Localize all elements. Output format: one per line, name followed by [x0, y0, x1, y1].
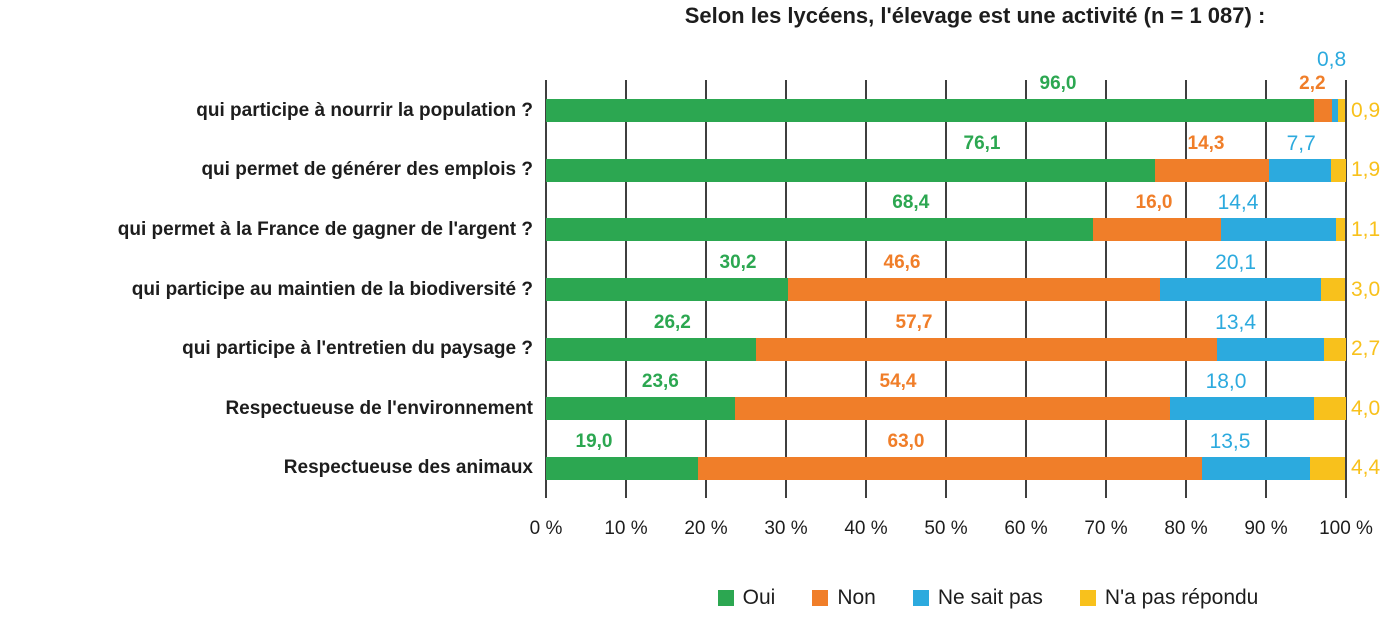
bar-segment-non [755, 337, 1218, 361]
value-label-n-a-pas-r-pondu: 4,4 [1351, 456, 1381, 480]
chart-title: Selon les lycéens, l'élevage est une act… [684, 3, 1266, 28]
bar-segment-n-a-pas-r-pondu [1310, 456, 1346, 480]
value-label-non: 2,2 [1299, 73, 1326, 95]
legend-item-ne-sait-pas: Ne sait pas [912, 586, 1043, 610]
legend-label-oui: Oui [742, 586, 776, 609]
bar-segment-ne-sait-pas [1217, 337, 1325, 361]
legend-swatch-ne-sait-pas [912, 590, 929, 606]
x-axis-tick-label: 40 % [844, 518, 888, 539]
value-label-ne-sait-pas: 0,8 [1316, 48, 1347, 72]
value-label-n-a-pas-r-pondu: 1,1 [1351, 217, 1381, 241]
value-label-ne-sait-pas: 20,1 [1215, 251, 1257, 274]
bar-segment-oui [546, 158, 1155, 182]
value-label-oui: 76,1 [963, 132, 1001, 154]
value-label-ne-sait-pas: 13,4 [1215, 310, 1257, 334]
bar-segment-oui [546, 456, 698, 480]
category-label: qui participe à nourrir la population ? [196, 99, 533, 121]
value-label-non: 54,4 [879, 371, 917, 393]
x-axis-tick-label: 90 % [1244, 518, 1288, 539]
gridline-10 [1345, 80, 1347, 498]
bar-segment-ne-sait-pas [1202, 456, 1310, 480]
bar-segment-n-a-pas-r-pondu [1324, 337, 1346, 361]
bar-segment-n-a-pas-r-pondu [1314, 397, 1346, 421]
legend-item-non: Non [812, 586, 876, 610]
bar-segment-oui [546, 278, 788, 301]
x-axis-tick-label: 50 % [924, 518, 968, 539]
bar-segment-non [1093, 218, 1222, 242]
category-label: qui permet à la France de gagner de l'ar… [117, 218, 533, 240]
bar-segment-n-a-pas-r-pondu [1330, 158, 1346, 182]
value-label-oui: 30,2 [719, 252, 757, 273]
x-axis-tick-label: 60 % [1004, 518, 1048, 539]
bar-segment-non [1154, 158, 1270, 182]
legend-item-oui: Oui [717, 586, 776, 610]
bar-segment-oui [546, 337, 756, 361]
x-axis-tick-label: 20 % [684, 518, 728, 539]
bar-segment-n-a-pas-r-pondu [1338, 99, 1346, 123]
x-axis-tick-label: 100 % [1319, 518, 1373, 539]
bar-segment-oui [546, 218, 1094, 242]
value-label-oui: 23,6 [641, 371, 679, 393]
bar-segment-non [787, 278, 1161, 301]
value-label-n-a-pas-r-pondu: 3,0 [1351, 277, 1381, 301]
value-label-ne-sait-pas: 7,7 [1286, 131, 1316, 155]
category-label: qui participe à l'entretien du paysage ? [182, 338, 533, 360]
value-label-n-a-pas-r-pondu: 4,0 [1351, 396, 1381, 420]
value-label-oui: 96,0 [1039, 73, 1077, 95]
x-axis-tick-label: 70 % [1084, 518, 1128, 539]
legend-label-ne-sait-pas: Ne sait pas [937, 586, 1043, 609]
x-axis-tick-label: 30 % [764, 518, 808, 539]
value-label-non: 16,0 [1135, 192, 1173, 214]
category-label: qui participe au maintien de la biodiver… [131, 278, 533, 300]
value-label-oui: 68,4 [892, 192, 930, 214]
value-label-ne-sait-pas: 14,4 [1217, 191, 1259, 215]
value-label-n-a-pas-r-pondu: 1,9 [1351, 158, 1381, 182]
bar-segment-ne-sait-pas [1331, 99, 1338, 123]
legend-label-na-pas-repondu: N'a pas répondu [1104, 586, 1259, 609]
bar-segment-non [698, 456, 1202, 480]
legend-swatch-non [812, 590, 829, 606]
bar-segment-ne-sait-pas [1221, 218, 1337, 242]
value-label-n-a-pas-r-pondu: 0,9 [1351, 98, 1381, 122]
bar-segment-ne-sait-pas [1170, 397, 1314, 421]
value-label-non: 14,3 [1187, 132, 1225, 154]
value-label-non: 46,6 [883, 252, 921, 273]
bar-segment-non [1314, 99, 1332, 123]
category-label: Respectueuse de l'environnement [225, 397, 533, 419]
bar-segment-ne-sait-pas [1269, 158, 1331, 182]
bar-segment-n-a-pas-r-pondu [1321, 278, 1346, 301]
category-label: qui permet de générer des emplois ? [201, 159, 533, 181]
x-axis-tick-label: 80 % [1164, 518, 1208, 539]
legend-swatch-oui [717, 590, 734, 606]
value-label-non: 63,0 [887, 430, 925, 452]
x-axis-tick-label: 0 % [529, 518, 563, 539]
value-label-ne-sait-pas: 18,0 [1205, 370, 1247, 394]
value-label-ne-sait-pas: 13,5 [1209, 429, 1251, 453]
category-label: Respectueuse des animaux [283, 457, 533, 479]
value-label-n-a-pas-r-pondu: 2,7 [1351, 337, 1381, 361]
value-label-oui: 19,0 [575, 430, 613, 452]
bar-segment-non [734, 397, 1170, 421]
x-axis-tick-label: 10 % [604, 518, 648, 539]
legend-item-na-pas-repondu: N'a pas répondu [1079, 586, 1259, 610]
bar-segment-oui [546, 397, 735, 421]
bar-segment-oui [546, 99, 1314, 123]
legend-swatch-na-pas-repondu [1079, 590, 1096, 606]
value-label-oui: 26,2 [653, 311, 691, 333]
value-label-non: 57,7 [895, 311, 933, 333]
bar-segment-n-a-pas-r-pondu [1336, 218, 1346, 242]
bar-segment-ne-sait-pas [1160, 278, 1322, 301]
legend: Oui Non Ne sait pas N'a pas répondu [650, 586, 1326, 610]
legend-label-non: Non [837, 586, 876, 609]
